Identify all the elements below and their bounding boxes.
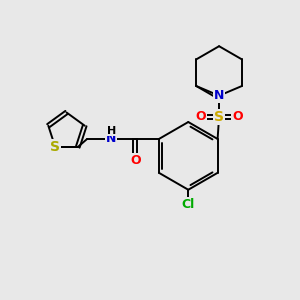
Text: H: H <box>106 126 116 136</box>
Text: Cl: Cl <box>182 198 195 211</box>
Text: S: S <box>50 140 60 154</box>
Text: H: H <box>106 134 116 144</box>
Text: S: S <box>214 110 224 124</box>
Text: O: O <box>130 154 141 167</box>
Text: O: O <box>196 110 206 123</box>
Text: N: N <box>106 133 116 146</box>
Text: O: O <box>232 110 243 123</box>
Text: N: N <box>214 89 224 102</box>
